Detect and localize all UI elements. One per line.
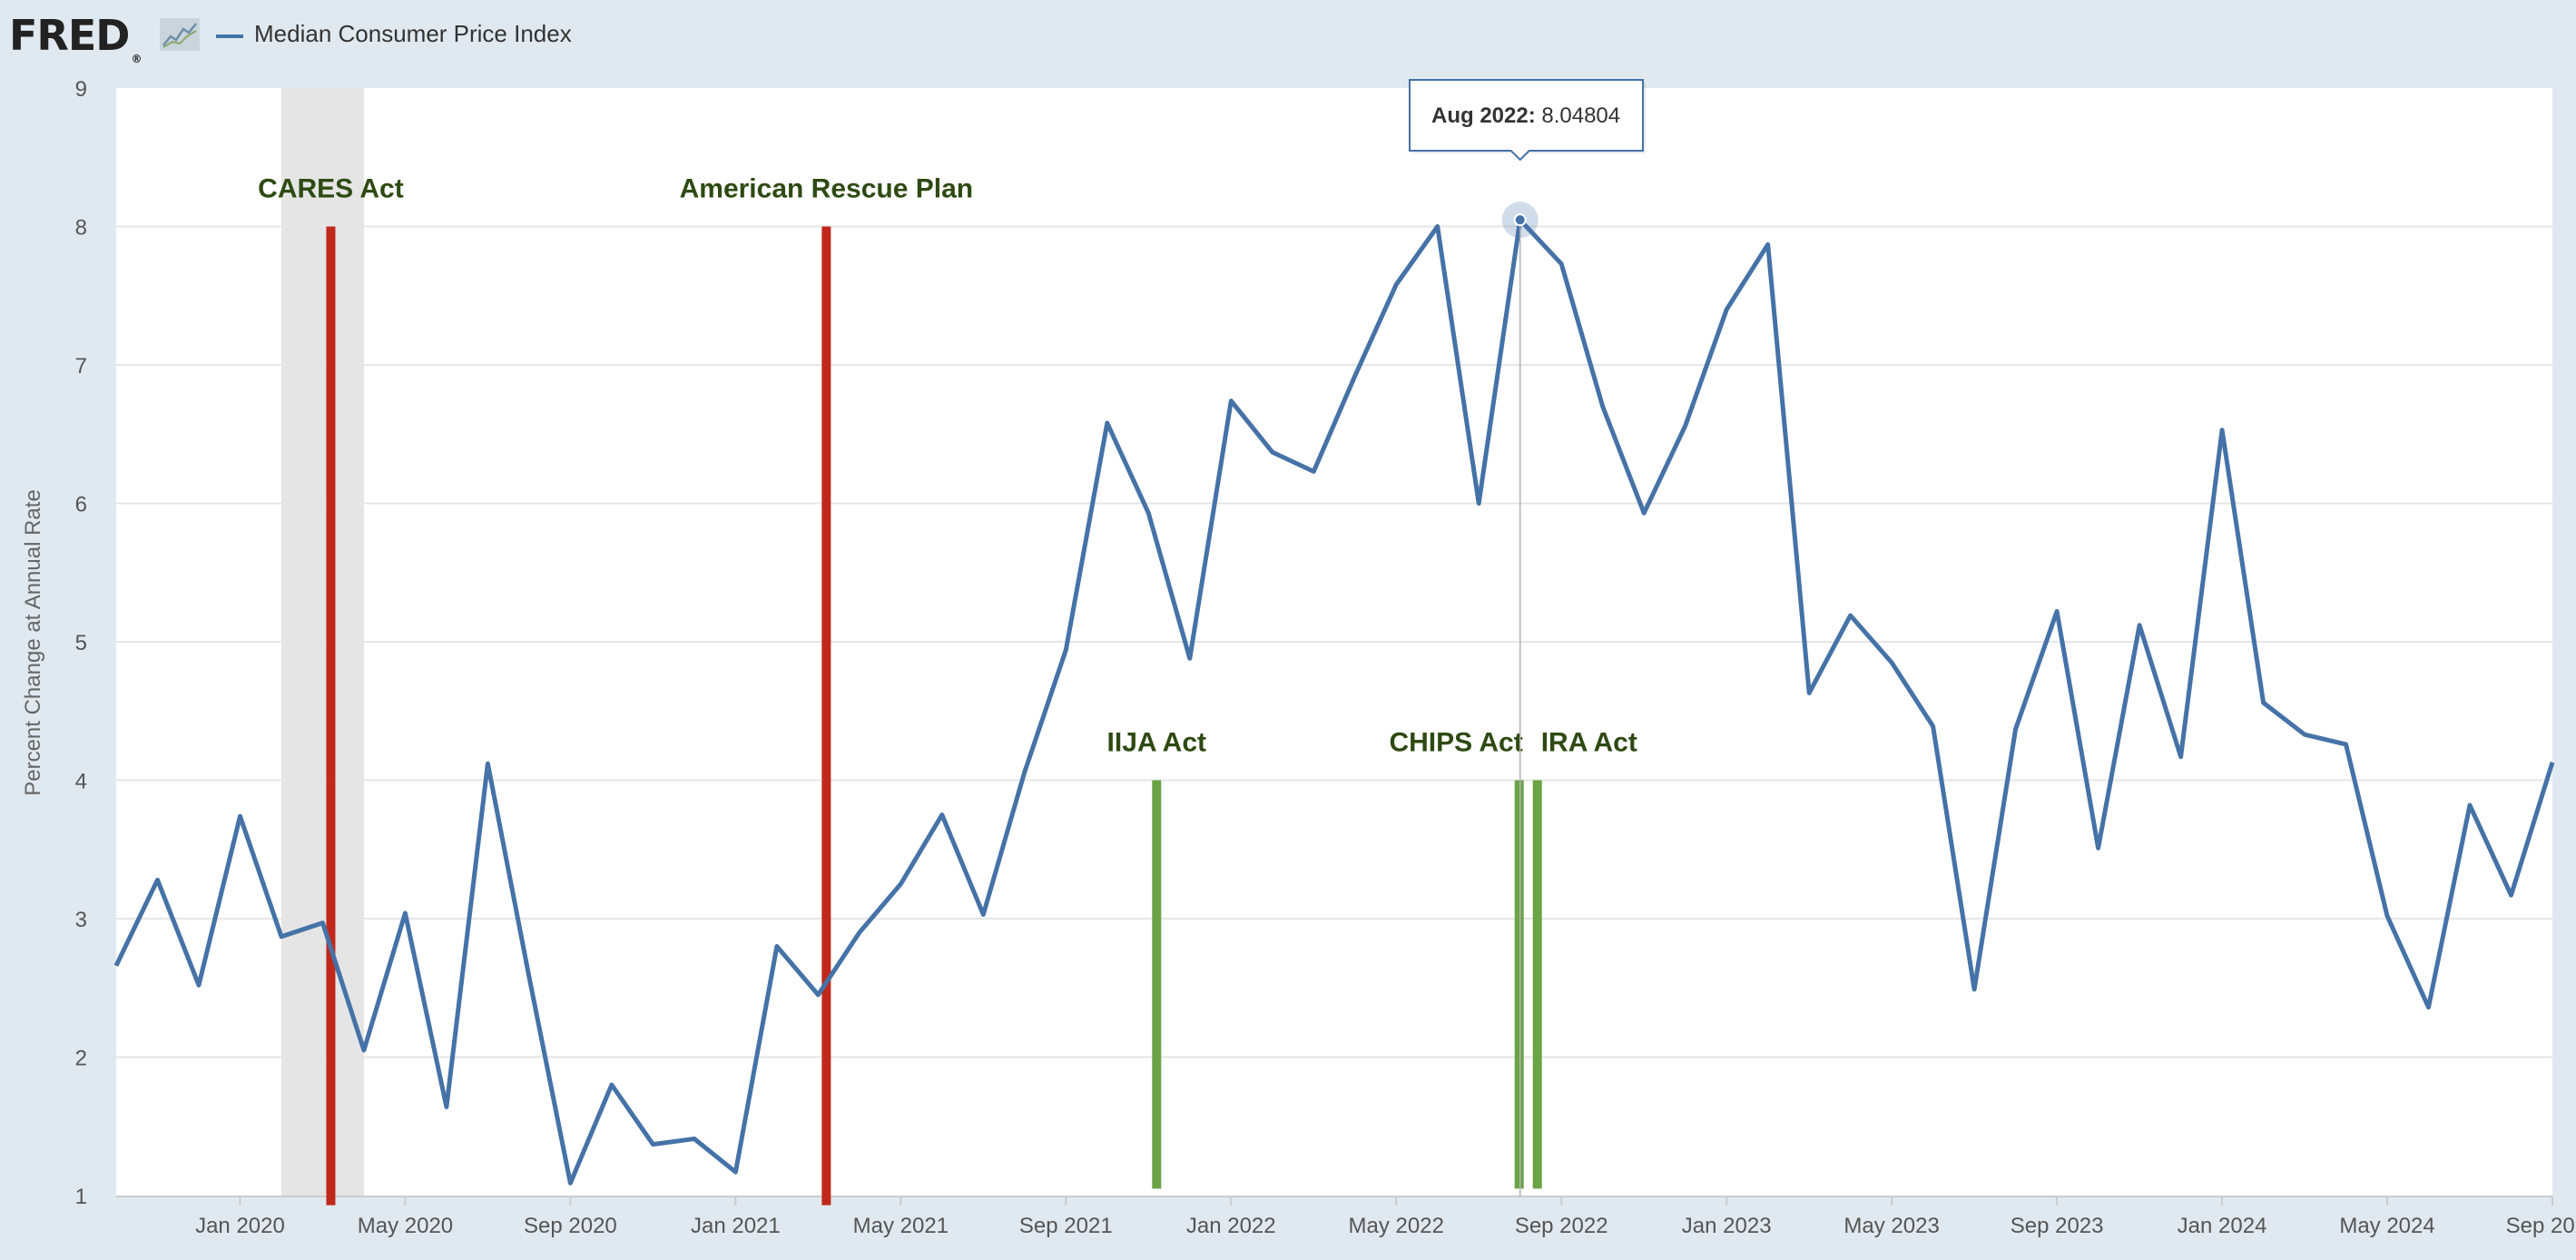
legend-swatch: [216, 34, 243, 38]
annotation-label: IIJA Act: [1107, 728, 1206, 758]
y-tick-label: 5: [75, 631, 87, 655]
tooltip-value: 8.04804: [1541, 103, 1620, 128]
x-tick-label: Sep 2020: [524, 1214, 617, 1238]
y-tick-label: 2: [75, 1047, 87, 1071]
x-tick-label: Sep 2024: [2506, 1214, 2576, 1238]
x-tick-label: Jan 2021: [691, 1214, 781, 1238]
x-tick-label: May 2021: [853, 1214, 949, 1238]
x-tick-label: Jan 2020: [195, 1214, 285, 1238]
x-tick-label: Jan 2022: [1186, 1214, 1276, 1238]
y-tick-label: 4: [75, 770, 87, 794]
x-tick-label: Jan 2023: [1682, 1214, 1772, 1238]
hover-marker[interactable]: [1513, 213, 1527, 227]
legend-label[interactable]: Median Consumer Price Index: [254, 20, 572, 47]
tooltip-text: Aug 2022: 8.04804: [1431, 103, 1620, 128]
chart-header: FRED ® Median Consumer Price Index: [0, 0, 2576, 73]
fred-logo[interactable]: FRED ®: [9, 11, 142, 65]
y-axis-title: Percent Change at Annual Rate: [21, 489, 45, 796]
y-tick-label: 7: [75, 354, 87, 379]
y-tick-label: 1: [75, 1185, 87, 1209]
x-tick-label: Sep 2022: [1515, 1214, 1608, 1238]
series-line[interactable]: [113, 217, 2555, 1186]
y-tick-label: 3: [75, 908, 87, 932]
annotation-label: IRA Act: [1541, 728, 1637, 758]
tooltip-box: [1409, 79, 1644, 162]
line-graph-icon: [160, 18, 200, 51]
annotation-label: CARES Act: [258, 174, 404, 204]
x-tick-label: May 2020: [358, 1214, 453, 1238]
x-tick-label: Sep 2021: [1019, 1214, 1113, 1238]
x-tick-label: May 2022: [1349, 1214, 1444, 1238]
x-tick-label: Sep 2023: [2011, 1214, 2104, 1238]
y-tick-label: 6: [75, 493, 87, 517]
fred-logo-text: FRED: [9, 11, 130, 60]
x-tick-label: May 2023: [1844, 1214, 1939, 1238]
x-tick-label: May 2024: [2339, 1214, 2434, 1238]
y-tick-label: 8: [75, 216, 87, 241]
registered-mark: ®: [131, 53, 142, 65]
y-tick-label: 9: [75, 77, 87, 102]
annotation-label: CHIPS Act: [1389, 728, 1522, 758]
x-tick-label: Jan 2024: [2178, 1214, 2267, 1238]
tooltip-date: Aug 2022:: [1431, 103, 1541, 128]
annotation-label: American Rescue Plan: [680, 174, 973, 204]
